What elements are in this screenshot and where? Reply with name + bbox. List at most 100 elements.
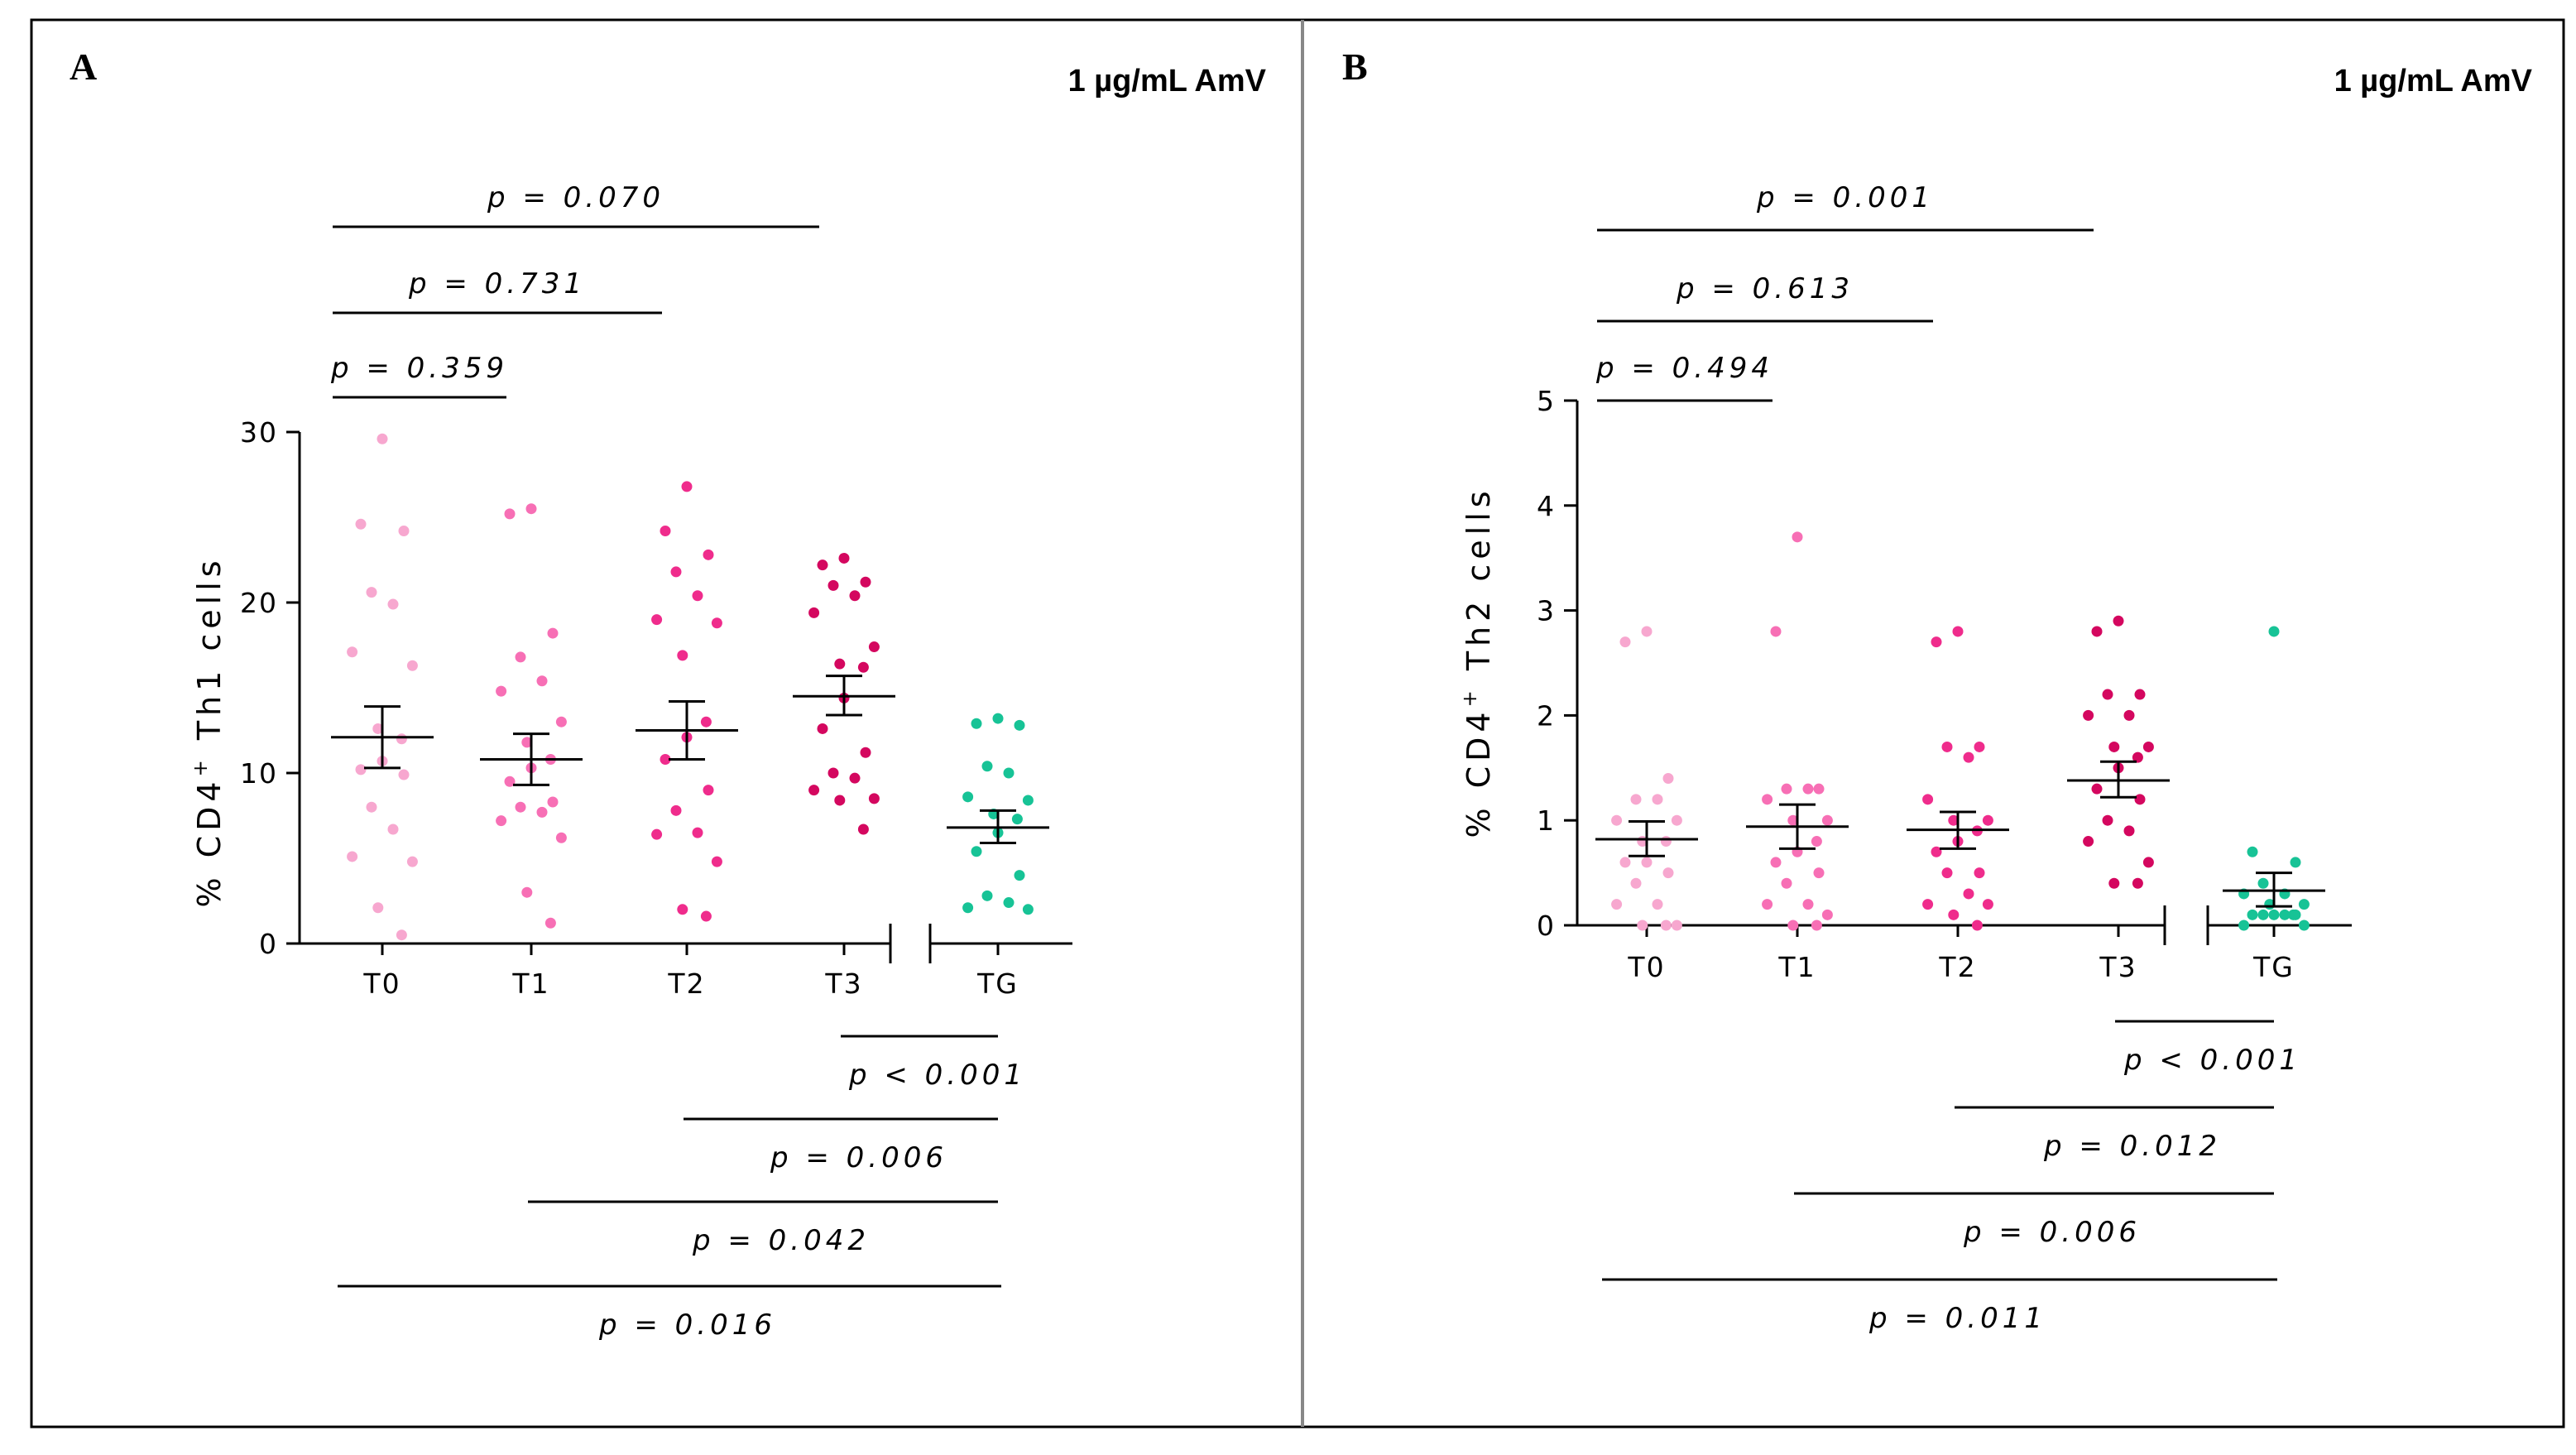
panel-a-point-t3 <box>857 824 869 835</box>
panel-b-point-tg <box>2247 846 2258 857</box>
panel-a-point-t0 <box>366 587 377 598</box>
panel-b-point-t2 <box>1971 920 1983 931</box>
panel-b-point-t0 <box>1671 814 1682 826</box>
panel-a-point-t3 <box>808 785 820 796</box>
panel-a-point-t0 <box>377 433 388 444</box>
panel-a-point-t2 <box>700 910 712 922</box>
panel-b-point-tg <box>2257 909 2269 920</box>
panel-b-point-tg <box>2268 626 2280 637</box>
figure-frame <box>30 18 2565 1429</box>
panel-b-point-t0 <box>1660 836 1672 848</box>
panel-b-p-value-label: p < 0.001 <box>2123 1044 2301 1077</box>
panel-b-point-t1 <box>1811 920 1822 931</box>
panel-b-point-t2 <box>1948 909 1960 920</box>
panel-b-point-t3 <box>2113 615 2124 627</box>
panel-b-point-t1 <box>1821 909 1833 920</box>
panel-a-p-value-label: p = 0.006 <box>770 1141 947 1174</box>
panel-b-point-t3 <box>2083 836 2094 848</box>
panel-a-p-value-label: p = 0.070 <box>487 181 664 214</box>
panel-b-point-t3 <box>2134 794 2146 805</box>
panel-b-point-t0 <box>1630 877 1642 889</box>
panel-b-point-t0 <box>1641 626 1653 637</box>
panel-b-point-t3 <box>2091 626 2103 637</box>
panel-a-point-t2 <box>692 590 703 602</box>
panel-b-point-t0 <box>1660 920 1672 931</box>
panel-b: B 1 µg/mL AmV % CD4+ Th2 cells 0 1 2 3 4 5 T0 T… <box>1342 46 2533 1335</box>
panel-a-point-t3 <box>817 559 828 571</box>
panel-a-letter: A <box>70 46 97 88</box>
panel-b-point-t2 <box>1948 814 1960 826</box>
panel-b-point-t1 <box>1792 531 1803 543</box>
panel-a-point-t1 <box>536 675 548 687</box>
panel-a-point-t0 <box>355 764 367 776</box>
panel-b-point-t1 <box>1762 899 1773 910</box>
panel-b-p-value-label: p = 0.006 <box>1963 1216 2141 1249</box>
panel-a-point-t1 <box>496 685 507 697</box>
panel-a-point-t3 <box>834 658 846 670</box>
panel-b-point-t0 <box>1619 636 1631 648</box>
panel-a-point-t0 <box>366 801 377 813</box>
panel-b-p-value-label: p = 0.001 <box>1756 181 1934 214</box>
panel-a-point-t2 <box>703 785 714 796</box>
panel-a-point-t2 <box>700 716 712 728</box>
panel-a-point-t2 <box>711 617 722 629</box>
panel-b-point-t3 <box>2142 857 2154 868</box>
panel-a-point-t0 <box>398 769 410 780</box>
panel-a-point-t1 <box>547 796 559 808</box>
panel-a-point-t3 <box>857 661 869 673</box>
panel-a-point-t0 <box>396 733 407 745</box>
panel-b-point-t0 <box>1619 857 1631 868</box>
panel-b-point-t1 <box>1781 783 1792 795</box>
panel-b-point-t2 <box>1963 888 1974 900</box>
panel-b-x-tick-label-t2: T2 <box>1938 951 1976 983</box>
panel-b-point-t1 <box>1787 814 1799 826</box>
panel-b-x-tick-label-t1: T1 <box>1777 951 1816 983</box>
panel-b-p-value-label: p = 0.012 <box>2043 1130 2221 1163</box>
panel-a-point-t1 <box>521 886 533 898</box>
panel-b-point-tg <box>2247 909 2258 920</box>
panel-b-point-t2 <box>1982 814 1993 826</box>
panel-a-point-t1 <box>521 737 533 748</box>
panel-a-point-t3 <box>827 767 839 779</box>
panel-b-point-t0 <box>1662 867 1674 879</box>
panel-a-point-tg <box>992 713 1004 724</box>
panel-a-y-tick-label: 0 <box>259 928 278 960</box>
panel-b-point-t1 <box>1781 877 1792 889</box>
panel-a-point-t3 <box>860 747 871 758</box>
panel-a-point-t1 <box>525 503 537 515</box>
panel-b-point-t2 <box>1941 741 1953 752</box>
panel-b-concentration-label: 1 µg/mL AmV <box>2334 64 2533 98</box>
panel-a-point-tg <box>981 890 993 901</box>
panel-a-point-t1 <box>555 832 567 843</box>
panel-b-point-tg <box>2298 899 2310 910</box>
panel-a-point-t2 <box>711 856 722 867</box>
panel-b-point-t1 <box>1821 814 1833 826</box>
panel-a-point-t2 <box>677 904 688 915</box>
panel-a-point-t3 <box>868 641 880 653</box>
panel-a-point-t3 <box>808 607 820 618</box>
panel-a-x-tick-label-t3: T3 <box>824 968 862 1000</box>
panel-b-y-tick-label: 4 <box>1537 490 1556 522</box>
panel-b-point-t2 <box>1922 794 1934 805</box>
panel-a-y-tick-label: 30 <box>240 416 278 449</box>
panel-b-point-t0 <box>1671 920 1682 931</box>
panel-a: A 1 µg/mL AmV % CD4+ Th1 cells 0 10 20 30 T0… <box>70 46 1267 1342</box>
panel-a-point-t0 <box>387 824 399 835</box>
panel-a-point-t3 <box>860 576 871 588</box>
panel-b-point-t2 <box>1931 846 1942 857</box>
panel-b-y-tick-label: 1 <box>1537 804 1556 837</box>
panel-a-point-tg <box>981 761 993 772</box>
panel-b-point-t3 <box>2132 877 2143 889</box>
panel-a-point-t2 <box>660 754 671 766</box>
panel-b-point-tg <box>2238 920 2250 931</box>
panel-a-x-tick-label-t1: T1 <box>511 968 549 1000</box>
panel-b-point-tg <box>2298 920 2310 931</box>
panel-b-y-axis-title: % CD4+ Th2 cells <box>1458 486 1497 838</box>
panel-a-point-t0 <box>372 723 384 734</box>
panel-a-p-value-label: p = 0.731 <box>408 267 586 300</box>
panel-a-point-t1 <box>496 815 507 827</box>
panel-b-point-t1 <box>1802 783 1814 795</box>
panel-a-point-t3 <box>868 793 880 804</box>
panel-a-point-t2 <box>651 614 663 626</box>
